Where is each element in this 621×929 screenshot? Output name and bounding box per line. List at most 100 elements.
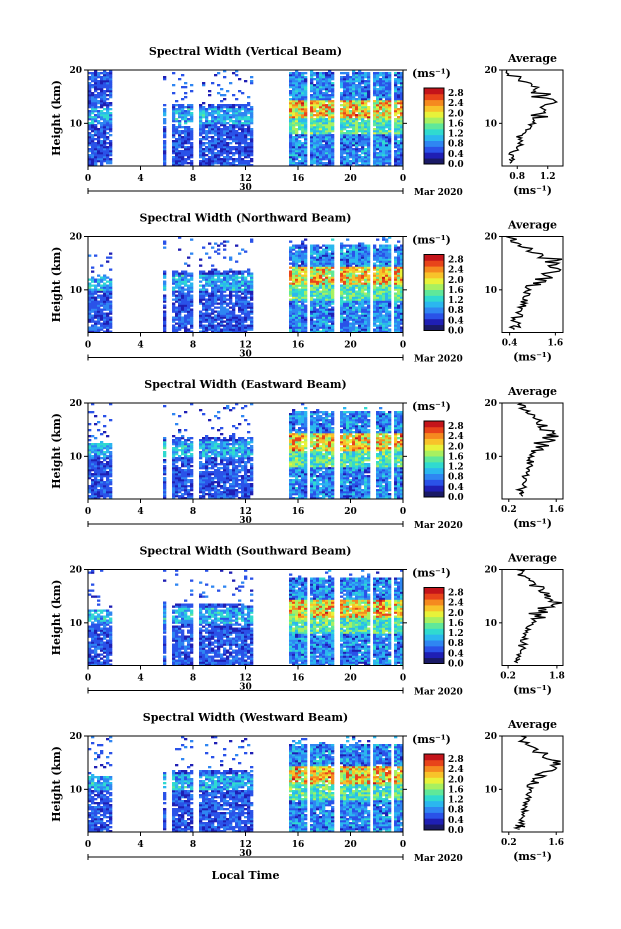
avg-title: Average bbox=[507, 718, 557, 731]
avg-title: Average bbox=[507, 552, 557, 565]
colorbar: 2.82.42.01.61.20.80.40.0 bbox=[423, 587, 464, 670]
colorbar-swatch bbox=[424, 783, 444, 790]
colorbar-tick-label: 0.0 bbox=[448, 826, 464, 836]
colorbar-tick-label: 1.6 bbox=[448, 286, 464, 296]
x-tick-label: 12 bbox=[239, 507, 252, 517]
colorbar-swatch bbox=[424, 794, 444, 802]
colorbar-swatch bbox=[424, 491, 444, 498]
day-label: 30 bbox=[239, 183, 252, 193]
colorbar-swatch bbox=[424, 123, 444, 130]
colorbar-swatch bbox=[424, 800, 444, 808]
colorbar-unit: (ms⁻¹) bbox=[412, 733, 451, 746]
colorbar-swatch bbox=[424, 444, 444, 451]
colorbar-swatch bbox=[424, 99, 444, 106]
avg-x-tick-label: 0.4 bbox=[502, 339, 518, 349]
x-tick-label: 0 bbox=[400, 840, 406, 850]
avg-title: Average bbox=[507, 52, 557, 65]
colorbar-swatch bbox=[424, 426, 444, 434]
colorbar-swatch bbox=[424, 450, 444, 457]
average-profile: Average 20 10 0.2 1.6 (ms⁻¹) bbox=[484, 718, 564, 863]
avg-profile-line bbox=[512, 735, 561, 830]
colorbar-swatch bbox=[424, 260, 444, 267]
colorbar-swatch bbox=[424, 610, 444, 618]
colorbar-tick-label: 2.0 bbox=[448, 442, 464, 452]
avg-x-tick-label: 0.2 bbox=[500, 672, 516, 682]
y-axis-label: Height (km) bbox=[50, 247, 63, 323]
colorbar-frame bbox=[423, 87, 445, 165]
colorbar-tick-label: 2.0 bbox=[448, 609, 464, 619]
colorbar-tick-label: 2.8 bbox=[448, 755, 464, 765]
x-tick-label: 12 bbox=[239, 174, 252, 184]
colorbar-swatch bbox=[424, 158, 444, 165]
panel-title: Spectral Width (Southward Beam) bbox=[139, 545, 351, 558]
avg-y-tick-label: 20 bbox=[484, 66, 497, 76]
colorbar-swatch bbox=[424, 765, 444, 772]
colorbar-swatch bbox=[424, 777, 444, 784]
colorbar-swatch bbox=[424, 640, 444, 647]
x-tick-label: 0 bbox=[85, 674, 91, 684]
colorbar-swatch bbox=[424, 254, 444, 261]
colorbar-tick-label: 2.4 bbox=[448, 765, 464, 775]
colorbar-swatch bbox=[424, 324, 444, 331]
avg-x-tick-label: 1.6 bbox=[548, 505, 564, 515]
x-tick-label: 0 bbox=[85, 174, 91, 184]
heatmap-cells bbox=[88, 236, 404, 333]
colorbar-swatch bbox=[424, 771, 444, 778]
x-tick-label: 20 bbox=[344, 174, 357, 184]
colorbar-swatch bbox=[424, 467, 444, 475]
avg-y-tick-label: 20 bbox=[484, 566, 497, 576]
colorbar-swatch bbox=[424, 593, 444, 600]
colorbar-tick-label: 0.4 bbox=[448, 150, 464, 160]
avg-frame bbox=[501, 402, 564, 500]
colorbar-swatch bbox=[424, 616, 444, 623]
x-tick-label: 16 bbox=[292, 174, 305, 184]
colorbar-tick-label: 0.8 bbox=[448, 140, 464, 150]
colorbar-swatch bbox=[424, 128, 444, 136]
colorbar-swatch bbox=[424, 266, 444, 273]
colorbar-swatch bbox=[424, 421, 444, 428]
x-tick-label: 4 bbox=[137, 507, 143, 517]
x-tick-label: 4 bbox=[137, 174, 143, 184]
x-tick-label: 4 bbox=[137, 840, 143, 850]
avg-x-label: (ms⁻¹) bbox=[513, 684, 552, 697]
colorbar-swatch bbox=[424, 628, 444, 635]
heatmap-cells bbox=[88, 736, 404, 833]
avg-frame bbox=[501, 236, 564, 333]
colorbar-swatch bbox=[424, 432, 444, 439]
average-profile: Average 20 10 0.2 1.6 (ms⁻¹) bbox=[484, 385, 564, 530]
colorbar-swatch bbox=[424, 88, 444, 95]
colorbar-tick-label: 0.0 bbox=[448, 160, 464, 170]
colorbar-swatch bbox=[424, 485, 444, 492]
panel-4: Spectral Width (Westward Beam) 20 10 Height… bbox=[50, 711, 564, 864]
colorbar-tick-label: 0.4 bbox=[448, 816, 464, 826]
x-tick-label: 12 bbox=[239, 341, 252, 351]
avg-profile-line bbox=[505, 70, 559, 164]
colorbar-swatch bbox=[424, 152, 444, 159]
colorbar-tick-label: 1.2 bbox=[448, 796, 464, 806]
avg-title: Average bbox=[507, 385, 557, 398]
heatmap-cells bbox=[88, 569, 404, 666]
colorbar-unit: (ms⁻¹) bbox=[412, 400, 451, 413]
x-tick-label: 12 bbox=[239, 674, 252, 684]
y-tick-label: 20 bbox=[69, 399, 82, 409]
x-axis-label: Local Time bbox=[212, 869, 280, 882]
colorbar-swatch bbox=[424, 657, 444, 664]
avg-y-tick-label: 10 bbox=[484, 452, 497, 462]
avg-profile-line bbox=[514, 402, 559, 497]
colorbar-tick-label: 0.8 bbox=[448, 473, 464, 483]
colorbar-tick-label: 0.8 bbox=[448, 806, 464, 816]
avg-y-tick-label: 20 bbox=[484, 732, 497, 742]
avg-profile-line bbox=[513, 568, 563, 664]
colorbar-swatch bbox=[424, 456, 444, 463]
colorbar-swatch bbox=[424, 277, 444, 285]
avg-y-tick-label: 20 bbox=[484, 399, 497, 409]
y-tick-label: 10 bbox=[69, 119, 82, 129]
avg-x-tick-label: 1.2 bbox=[540, 172, 556, 182]
colorbar-tick-label: 1.6 bbox=[448, 119, 464, 129]
colorbar-swatch bbox=[424, 318, 444, 326]
month-label: Mar 2020 bbox=[414, 854, 463, 864]
y-tick-label: 10 bbox=[69, 452, 82, 462]
x-tick-label: 8 bbox=[190, 174, 196, 184]
colorbar-tick-label: 2.4 bbox=[448, 599, 464, 609]
avg-x-label: (ms⁻¹) bbox=[513, 850, 552, 863]
